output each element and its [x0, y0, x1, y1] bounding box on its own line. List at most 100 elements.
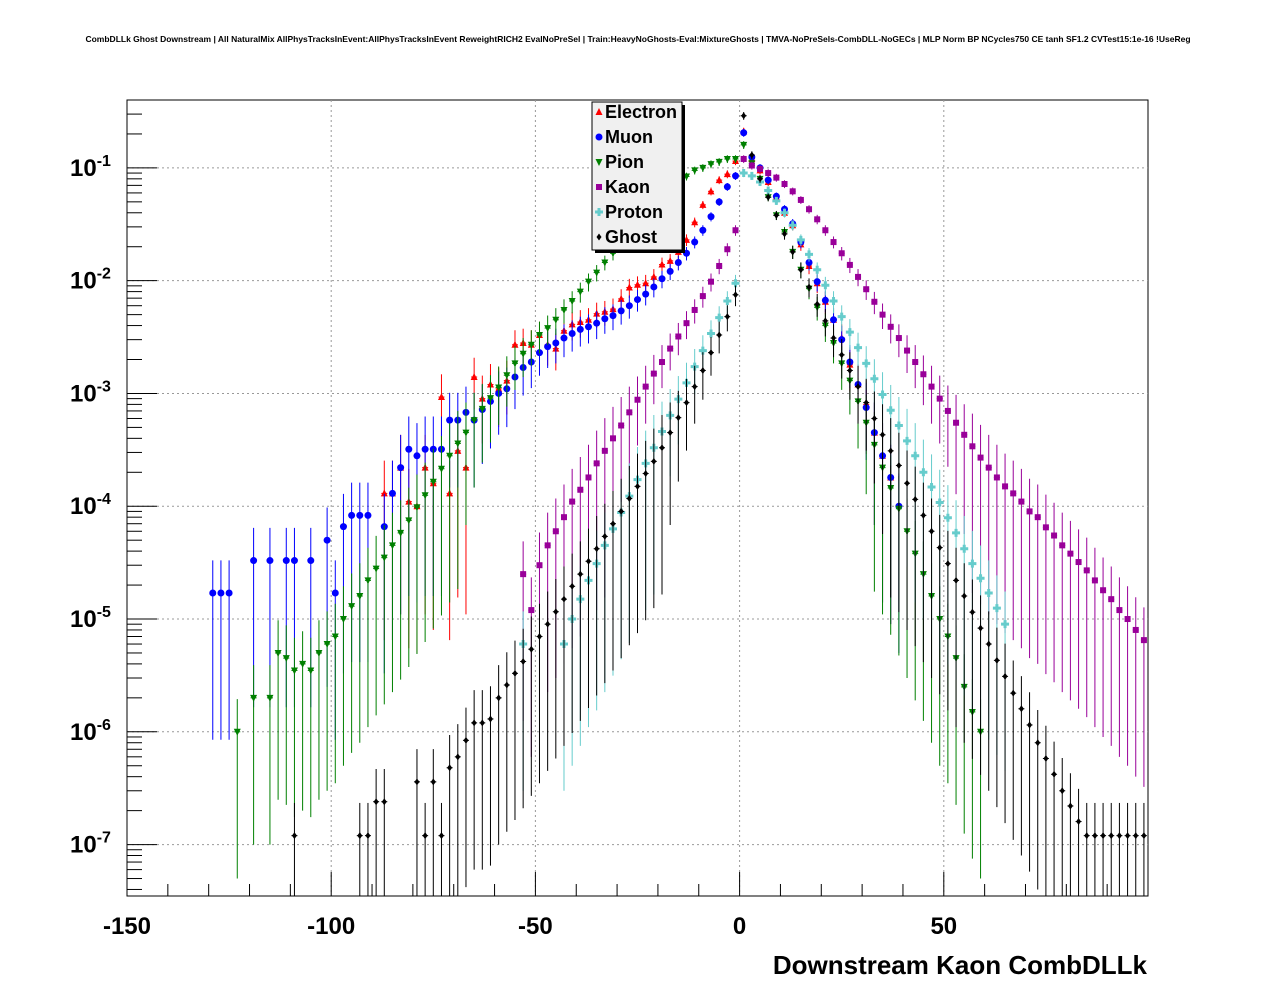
- data-point: [894, 421, 903, 430]
- data-point: [397, 464, 405, 472]
- data-point: [429, 478, 437, 486]
- data-point: [1075, 559, 1082, 566]
- data-point: [307, 667, 315, 675]
- data-point: [961, 592, 967, 600]
- data-point: [593, 460, 600, 467]
- data-point: [405, 445, 413, 453]
- data-point: [659, 359, 666, 366]
- data-point: [944, 407, 951, 414]
- data-point: [1124, 616, 1131, 623]
- legend-marker: [596, 233, 602, 241]
- y-tick-label: 10-5: [70, 604, 111, 633]
- data-point: [707, 161, 715, 169]
- data-point: [339, 523, 347, 531]
- legend-marker: [595, 108, 603, 115]
- data-point: [446, 416, 454, 424]
- data-point: [348, 603, 356, 611]
- data-point: [912, 359, 919, 366]
- data-point: [903, 436, 912, 445]
- data-point: [904, 479, 910, 487]
- data-point: [1034, 514, 1041, 521]
- data-point: [863, 286, 870, 293]
- data-point: [904, 347, 911, 354]
- data-point: [863, 399, 869, 407]
- data-point: [880, 431, 886, 439]
- data-point: [364, 577, 372, 585]
- data-point: [568, 298, 576, 306]
- data-point: [953, 576, 959, 584]
- data-point: [716, 262, 723, 269]
- data-point: [855, 383, 861, 391]
- data-point: [798, 266, 804, 274]
- legend: Electron Muon Pion Kaon Proton Ghost: [591, 101, 685, 253]
- data-point: [806, 283, 812, 291]
- data-point: [854, 343, 863, 352]
- series-ghost: [291, 111, 1147, 896]
- data-point: [920, 511, 926, 519]
- data-point: [503, 372, 511, 380]
- data-point: [805, 250, 814, 259]
- data-point: [707, 329, 716, 338]
- data-point: [764, 186, 773, 195]
- data-point: [723, 170, 731, 178]
- data-point: [715, 158, 723, 166]
- data-point: [732, 227, 739, 234]
- data-point: [708, 349, 714, 357]
- data-point: [976, 574, 985, 583]
- data-point: [1027, 721, 1033, 729]
- data-point: [1002, 672, 1008, 680]
- data-point: [658, 260, 666, 268]
- x-tick-label: 0: [733, 913, 746, 940]
- data-point: [380, 489, 388, 497]
- data-point: [560, 514, 567, 521]
- data-point: [691, 167, 699, 175]
- data-point: [601, 315, 609, 323]
- axes: -150 -100 -50 0 50 10-7 10-6 10-5 10-4 10-3 10-2 10…: [70, 99, 1108, 940]
- data-point: [625, 283, 633, 291]
- data-point: [953, 419, 960, 426]
- data-point: [968, 559, 977, 568]
- data-point: [814, 216, 821, 223]
- data-point: [829, 297, 838, 306]
- data-point: [698, 346, 707, 355]
- y-tick-label: 10-4: [70, 491, 111, 520]
- data-point: [772, 196, 781, 205]
- legend-marker: [595, 208, 603, 216]
- data-point: [626, 409, 633, 416]
- data-point: [617, 307, 625, 315]
- data-point: [519, 350, 527, 358]
- data-point: [724, 313, 730, 321]
- data-point: [413, 452, 421, 460]
- data-point: [740, 129, 748, 137]
- data-point: [1092, 832, 1098, 840]
- data-point: [479, 719, 485, 727]
- data-point: [504, 681, 510, 689]
- data-point: [1010, 490, 1017, 497]
- data-point: [470, 372, 478, 380]
- data-point: [1125, 832, 1131, 840]
- data-point: [723, 183, 731, 191]
- data-point: [617, 294, 625, 302]
- data-point: [708, 278, 715, 285]
- data-point: [870, 374, 879, 383]
- data-point: [839, 351, 845, 359]
- y-tick-label: 10-6: [70, 717, 111, 746]
- data-point: [544, 542, 551, 549]
- data-point: [634, 280, 641, 288]
- data-point: [364, 511, 372, 519]
- data-point: [789, 188, 796, 195]
- data-point: [1108, 832, 1114, 840]
- data-point: [1043, 754, 1049, 762]
- data-point: [1001, 620, 1010, 629]
- data-point: [430, 778, 436, 786]
- data-point: [935, 498, 944, 507]
- data-point: [528, 607, 535, 614]
- data-point: [471, 719, 477, 727]
- data-point: [707, 187, 715, 195]
- data-point: [585, 474, 592, 481]
- data-point: [927, 483, 936, 492]
- data-point: [602, 532, 608, 540]
- data-point: [757, 175, 763, 183]
- data-point: [634, 396, 641, 403]
